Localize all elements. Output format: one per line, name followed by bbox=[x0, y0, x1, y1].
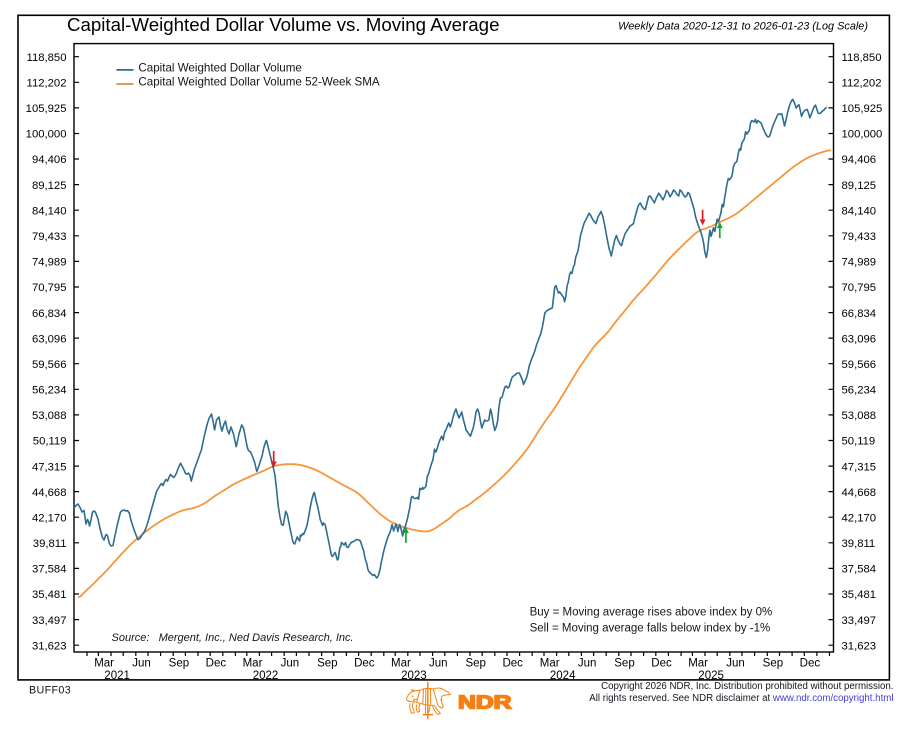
svg-text:50,119: 50,119 bbox=[33, 436, 67, 448]
svg-text:89,125: 89,125 bbox=[842, 180, 877, 192]
svg-text:56,234: 56,234 bbox=[842, 385, 877, 397]
svg-text:112,202: 112,202 bbox=[842, 78, 882, 90]
svg-text:79,433: 79,433 bbox=[32, 231, 67, 243]
svg-text:Dec: Dec bbox=[354, 658, 375, 670]
svg-text:39,811: 39,811 bbox=[33, 538, 67, 550]
svg-text:31,623: 31,623 bbox=[842, 640, 877, 652]
svg-text:59,566: 59,566 bbox=[32, 359, 67, 371]
svg-text:Sep: Sep bbox=[614, 658, 634, 670]
svg-text:53,088: 53,088 bbox=[32, 410, 67, 422]
svg-text:Mar: Mar bbox=[540, 658, 560, 670]
svg-text:Mar: Mar bbox=[688, 658, 708, 670]
svg-text:Mar: Mar bbox=[243, 658, 263, 670]
svg-text:Dec: Dec bbox=[651, 658, 672, 670]
svg-text:53,088: 53,088 bbox=[842, 410, 877, 422]
svg-text:2025: 2025 bbox=[698, 670, 724, 682]
svg-text:Sell = Moving average falls be: Sell = Moving average falls below index … bbox=[530, 623, 771, 635]
svg-text:2024: 2024 bbox=[550, 670, 576, 682]
svg-text:NDR: NDR bbox=[458, 692, 512, 713]
svg-text:35,481: 35,481 bbox=[32, 589, 67, 601]
svg-text:Dec: Dec bbox=[206, 658, 227, 670]
svg-text:Jun: Jun bbox=[281, 658, 300, 670]
svg-text:44,668: 44,668 bbox=[842, 487, 877, 499]
svg-text:89,125: 89,125 bbox=[32, 180, 67, 192]
svg-text:50,119: 50,119 bbox=[842, 436, 876, 448]
svg-text:118,850: 118,850 bbox=[27, 52, 67, 64]
svg-text:63,096: 63,096 bbox=[32, 333, 67, 345]
svg-text:Mar: Mar bbox=[391, 658, 411, 670]
svg-text:63,096: 63,096 bbox=[842, 333, 877, 345]
svg-text:Capital-Weighted Dollar Volume: Capital-Weighted Dollar Volume vs. Movin… bbox=[67, 14, 499, 35]
svg-text:100,000: 100,000 bbox=[842, 129, 883, 141]
svg-text:105,925: 105,925 bbox=[26, 103, 67, 115]
svg-text:BUFF03: BUFF03 bbox=[29, 685, 71, 697]
svg-text:94,406: 94,406 bbox=[842, 154, 877, 166]
svg-text:Source: Mergent, Inc., Ned D: Source: Mergent, Inc., Ned Davis Researc… bbox=[112, 632, 354, 644]
svg-text:100,000: 100,000 bbox=[26, 129, 67, 141]
svg-text:74,989: 74,989 bbox=[32, 257, 67, 269]
svg-text:66,834: 66,834 bbox=[32, 308, 67, 320]
svg-text:33,497: 33,497 bbox=[842, 615, 877, 627]
svg-text:118,850: 118,850 bbox=[842, 52, 882, 64]
svg-text:70,795: 70,795 bbox=[842, 282, 877, 294]
svg-text:Mar: Mar bbox=[94, 658, 114, 670]
svg-text:Capital Weighted Dollar Volume: Capital Weighted Dollar Volume 52-Week S… bbox=[138, 76, 379, 89]
svg-text:94,406: 94,406 bbox=[32, 154, 67, 166]
svg-text:42,170: 42,170 bbox=[32, 512, 67, 524]
svg-text:56,234: 56,234 bbox=[32, 385, 67, 397]
svg-text:39,811: 39,811 bbox=[842, 538, 876, 550]
svg-text:33,497: 33,497 bbox=[32, 615, 67, 627]
svg-text:112,202: 112,202 bbox=[27, 78, 67, 90]
svg-text:37,584: 37,584 bbox=[32, 564, 67, 576]
svg-text:Sep: Sep bbox=[317, 658, 337, 670]
svg-text:Weekly Data 2020-12-31 to 2026: Weekly Data 2020-12-31 to 2026-01-23 (Lo… bbox=[618, 20, 868, 32]
svg-text:37,584: 37,584 bbox=[842, 564, 877, 576]
svg-text:Dec: Dec bbox=[502, 658, 523, 670]
svg-text:Sep: Sep bbox=[763, 658, 783, 670]
svg-text:2021: 2021 bbox=[104, 670, 130, 682]
svg-text:Jun: Jun bbox=[578, 658, 597, 670]
svg-text:Sep: Sep bbox=[169, 658, 189, 670]
svg-text:59,566: 59,566 bbox=[842, 359, 877, 371]
svg-text:35,481: 35,481 bbox=[842, 589, 877, 601]
svg-text:47,315: 47,315 bbox=[842, 461, 877, 473]
svg-text:84,140: 84,140 bbox=[32, 205, 67, 217]
svg-text:74,989: 74,989 bbox=[842, 257, 877, 269]
svg-text:105,925: 105,925 bbox=[842, 103, 883, 115]
svg-text:84,140: 84,140 bbox=[842, 205, 877, 217]
svg-text:Sep: Sep bbox=[465, 658, 485, 670]
svg-text:Buy = Moving average rises abo: Buy = Moving average rises above index b… bbox=[530, 607, 773, 619]
svg-text:Jun: Jun bbox=[429, 658, 448, 670]
svg-text:Jun: Jun bbox=[726, 658, 745, 670]
svg-text:47,315: 47,315 bbox=[32, 461, 67, 473]
svg-text:42,170: 42,170 bbox=[842, 512, 877, 524]
svg-text:79,433: 79,433 bbox=[842, 231, 877, 243]
svg-text:31,623: 31,623 bbox=[32, 640, 67, 652]
svg-text:44,668: 44,668 bbox=[32, 487, 67, 499]
svg-text:66,834: 66,834 bbox=[842, 308, 877, 320]
svg-text:Copyright 2026 NDR, Inc. Distr: Copyright 2026 NDR, Inc. Distribution pr… bbox=[601, 681, 893, 692]
svg-text:2023: 2023 bbox=[401, 670, 427, 682]
svg-text:Jun: Jun bbox=[132, 658, 151, 670]
svg-text:All rights reserved. See NDR d: All rights reserved. See NDR disclaimer … bbox=[589, 693, 893, 704]
svg-text:Dec: Dec bbox=[800, 658, 821, 670]
svg-text:Capital Weighted Dollar Volume: Capital Weighted Dollar Volume bbox=[138, 62, 301, 75]
svg-text:2022: 2022 bbox=[253, 670, 279, 682]
svg-text:70,795: 70,795 bbox=[32, 282, 67, 294]
